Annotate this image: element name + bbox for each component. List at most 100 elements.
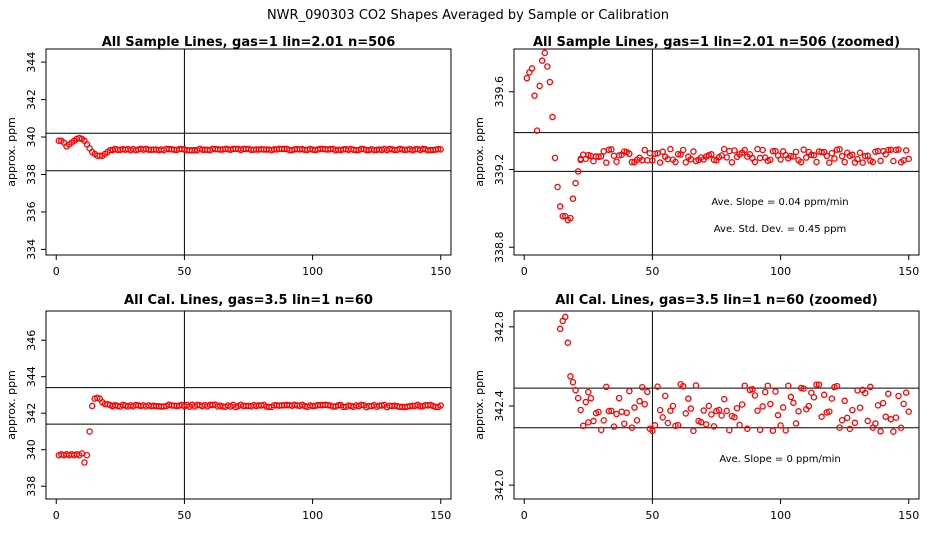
data-point xyxy=(892,146,900,154)
data-point xyxy=(651,150,659,157)
data-point xyxy=(674,421,682,429)
x-tick-label: 50 xyxy=(177,265,191,278)
data-point xyxy=(741,382,748,389)
data-point xyxy=(562,313,569,321)
data-point xyxy=(836,146,843,153)
data-point xyxy=(667,145,674,153)
data-point xyxy=(636,397,643,405)
y-tick-label: 342.4 xyxy=(493,390,506,422)
data-point xyxy=(434,145,442,153)
data-point xyxy=(723,407,731,415)
data-point xyxy=(702,421,710,428)
data-point xyxy=(900,400,907,408)
data-point xyxy=(631,404,638,411)
data-point xyxy=(744,425,751,433)
data-point xyxy=(856,404,864,411)
data-point xyxy=(613,158,620,165)
data-point xyxy=(769,147,777,155)
data-point xyxy=(861,152,869,160)
data-point xyxy=(902,389,910,396)
data-point xyxy=(626,150,633,158)
data-point xyxy=(590,157,597,165)
data-point xyxy=(810,394,818,401)
data-point xyxy=(764,382,772,389)
panel-1: All Sample Lines, gas=1 lin=2.01 n=506 0 5… xyxy=(5,35,452,278)
data-point xyxy=(800,146,807,153)
y-tick-label: 338.8 xyxy=(493,231,506,263)
y-axis-label: approx. ppm xyxy=(473,370,486,440)
data-point xyxy=(672,158,679,166)
data-point xyxy=(751,158,759,166)
data-point xyxy=(836,424,843,431)
panel-title: All Cal. Lines, gas=3.5 lin=1 n=60 (zoom… xyxy=(555,293,877,308)
data-point xyxy=(741,146,748,154)
data-point xyxy=(633,417,641,424)
y-tick-label: 340 xyxy=(25,439,38,460)
x-tick-label: 100 xyxy=(770,265,791,278)
data-point xyxy=(769,427,777,434)
data-point xyxy=(777,156,784,163)
data-point xyxy=(715,406,723,414)
data-point xyxy=(685,395,692,402)
data-point xyxy=(546,78,554,86)
data-point xyxy=(800,385,807,392)
data-point xyxy=(890,428,897,435)
data-point xyxy=(641,400,648,408)
data-point xyxy=(659,414,666,421)
data-point xyxy=(644,388,651,396)
data-point xyxy=(864,417,871,425)
data-point xyxy=(679,382,687,390)
data-point xyxy=(667,407,674,414)
data-point xyxy=(544,63,551,70)
data-point xyxy=(823,152,830,160)
data-point xyxy=(787,393,795,401)
data-point xyxy=(897,424,905,431)
data-point xyxy=(81,459,88,466)
data-point xyxy=(774,411,782,419)
y-tick-label: 342.8 xyxy=(493,311,506,343)
y-axis-label: approx. ppm xyxy=(5,370,18,440)
panel-4: All Cal. Lines, gas=3.5 lin=1 n=60 (zoom… xyxy=(473,293,920,522)
data-point xyxy=(86,428,93,435)
data-points xyxy=(55,134,444,159)
panel-title: All Cal. Lines, gas=3.5 lin=1 n=60 xyxy=(124,293,373,308)
data-point xyxy=(751,392,759,399)
data-point xyxy=(710,423,718,430)
data-point xyxy=(587,394,595,402)
data-point xyxy=(682,410,689,417)
data-point xyxy=(613,410,620,418)
data-point xyxy=(895,392,902,400)
data-point xyxy=(638,383,646,391)
data-point xyxy=(623,409,631,416)
data-point xyxy=(851,419,859,427)
panel-title: All Sample Lines, gas=1 lin=2.01 n=506 (… xyxy=(533,35,900,50)
y-tick-label: 346 xyxy=(25,330,38,351)
data-point xyxy=(726,426,733,434)
data-point xyxy=(833,146,841,154)
data-point xyxy=(895,146,902,153)
data-point xyxy=(790,399,797,407)
data-point xyxy=(818,148,825,156)
data-point xyxy=(838,416,846,424)
data-point xyxy=(869,158,877,166)
data-point xyxy=(738,401,746,408)
x-tick-label: 150 xyxy=(898,509,919,522)
plot-frame xyxy=(513,310,920,500)
x-tick-label: 0 xyxy=(521,509,528,522)
data-point xyxy=(802,154,810,161)
data-point xyxy=(718,412,725,419)
data-point xyxy=(708,151,715,158)
annotation-text: Ave. Std. Dev. = 0.45 ppm xyxy=(714,224,846,235)
data-point xyxy=(690,148,697,155)
y-tick-label: 338 xyxy=(25,164,38,185)
data-point xyxy=(846,425,854,433)
data-point xyxy=(628,158,636,166)
data-point xyxy=(620,420,628,427)
data-point xyxy=(615,394,623,402)
x-tick-label: 150 xyxy=(430,509,451,522)
data-point xyxy=(610,423,618,430)
data-point xyxy=(779,404,787,411)
data-point xyxy=(654,383,661,390)
